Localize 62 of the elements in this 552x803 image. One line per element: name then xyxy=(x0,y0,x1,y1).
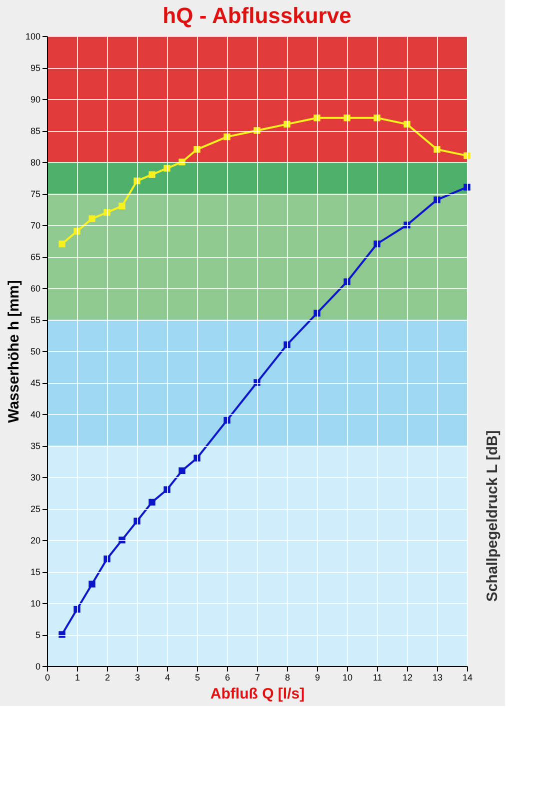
y-tick-label: 15 xyxy=(30,567,40,577)
x-tick-label: 7 xyxy=(254,672,260,682)
x-tick-label: 10 xyxy=(342,672,353,682)
x-axis-title: Abfluß Q [l/s] xyxy=(210,686,305,702)
x-tick-label: 0 xyxy=(44,672,50,682)
y-tick-label: 70 xyxy=(30,220,40,230)
point xyxy=(314,114,320,122)
point xyxy=(178,467,186,474)
x-tick-label: 6 xyxy=(224,672,230,682)
y-tick-label: 95 xyxy=(30,63,40,73)
y-tick-label: 100 xyxy=(25,32,40,42)
y-tick-label: 55 xyxy=(30,315,40,325)
y-tick-label: 60 xyxy=(30,284,40,294)
y-tick-label: 5 xyxy=(35,630,40,640)
point xyxy=(88,215,96,222)
point xyxy=(58,631,66,638)
y-tick-label: 35 xyxy=(30,441,40,451)
point xyxy=(118,202,126,210)
point xyxy=(164,486,170,493)
x-tick-label: 5 xyxy=(194,672,200,682)
y-tick-label: 40 xyxy=(30,410,40,420)
point xyxy=(88,580,96,588)
point xyxy=(104,209,110,216)
x-tick-label: 12 xyxy=(402,672,413,682)
point xyxy=(374,240,380,248)
x-tick-label: 13 xyxy=(432,672,443,682)
point xyxy=(104,556,110,562)
y-tick-label: 30 xyxy=(30,472,40,482)
x-tick-label: 9 xyxy=(314,672,320,682)
point xyxy=(344,114,350,122)
point xyxy=(434,146,440,153)
y-tick-label: 10 xyxy=(30,598,40,608)
point xyxy=(148,171,156,178)
y-tick-label: 80 xyxy=(30,158,40,168)
y-tick-label: 75 xyxy=(30,189,40,199)
chart-title: hQ - Abflusskurve xyxy=(162,3,352,28)
x-tick-label: 4 xyxy=(164,672,170,682)
y-tick-label: 25 xyxy=(30,504,40,514)
y-tick-label: 50 xyxy=(30,346,40,356)
x-tick-label: 8 xyxy=(284,672,290,682)
y-tick-label: 45 xyxy=(30,378,40,388)
x-tick-label: 11 xyxy=(372,672,382,682)
point xyxy=(134,518,140,524)
y-axis-title: Wasserhöhe h [mm] xyxy=(5,280,22,423)
point xyxy=(118,536,126,544)
y-tick-label: 85 xyxy=(30,126,40,136)
point xyxy=(178,158,186,166)
y-tick-label: 0 xyxy=(35,662,40,672)
y-tick-label: 20 xyxy=(30,536,40,546)
point xyxy=(194,146,200,153)
x-tick-label: 3 xyxy=(134,672,140,682)
x-tick-label: 1 xyxy=(74,672,80,682)
point xyxy=(374,114,380,122)
x-tick-label: 14 xyxy=(462,672,473,682)
point xyxy=(194,454,200,462)
point xyxy=(134,178,140,184)
x-tick-label: 2 xyxy=(104,672,110,682)
point xyxy=(148,498,156,506)
point xyxy=(58,240,66,248)
y-tick-label: 65 xyxy=(30,252,40,262)
y-tick-label: 90 xyxy=(30,94,40,104)
y2-axis-title: Schallpegeldruck L [dB] xyxy=(484,430,501,602)
